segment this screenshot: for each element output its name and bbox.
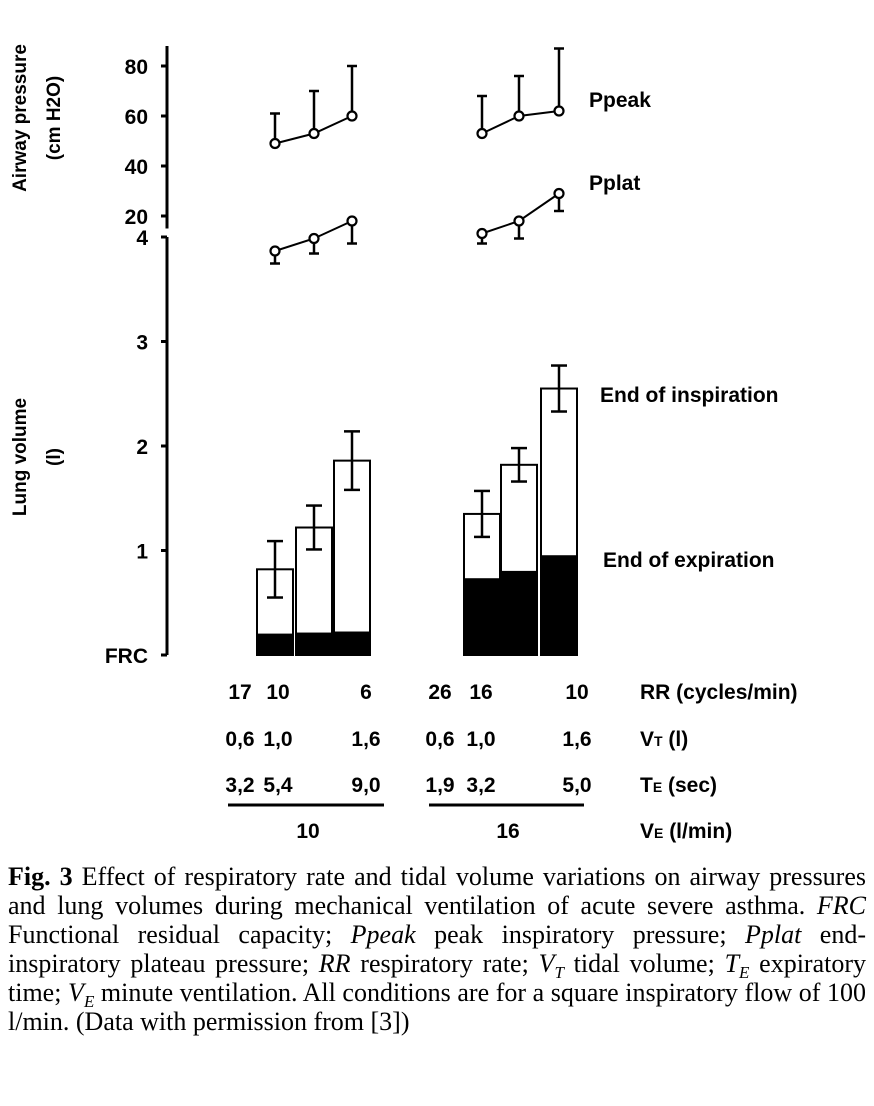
pplat-label: Pplat xyxy=(589,172,640,195)
te-value: 5,4 xyxy=(263,774,293,797)
volume-y-axis-label-line2: (l) xyxy=(44,448,65,466)
rr-value: 17 xyxy=(228,681,251,704)
volume-y-tick-label: FRC xyxy=(105,645,148,668)
end-expiration-bar xyxy=(540,555,578,656)
pplat-point xyxy=(553,187,565,200)
caption-text-2: Functional residual capacity; xyxy=(8,920,351,949)
ve-row-label: VE (l/min) xyxy=(640,820,732,843)
caption-text-6: tidal volume; xyxy=(563,949,725,978)
end-inspiration-bar xyxy=(333,459,371,656)
pressure-y-tick-label: 60 xyxy=(125,106,148,129)
vt-value: 0,6 xyxy=(425,728,454,751)
te-row-label-unit: (sec) xyxy=(662,774,717,797)
rr-value: 10 xyxy=(565,681,588,704)
ppeak-point xyxy=(346,110,358,122)
pplat-line xyxy=(481,192,560,235)
rr-value: 16 xyxy=(469,681,492,704)
pplat-point xyxy=(308,232,320,245)
conditions-table: 17 10 6 0,6 1,0 1,6 3,2 5,4 9,0 10 26 16 10 0,6 1,0 1,6… xyxy=(225,681,797,843)
caption-text-3: peak inspiratory pressure; xyxy=(415,920,745,949)
vt-value: 1,6 xyxy=(562,728,591,751)
volume-y-tick-label: 4 xyxy=(136,227,148,250)
ve-value: 10 xyxy=(296,820,319,843)
lung-volume-panel: 4 3 2 1 FRC Lung volume (l) End of inspiration E… xyxy=(10,227,779,668)
end-expiration-bar xyxy=(256,633,294,656)
caption-vt-sub: T xyxy=(554,963,564,983)
vt-value: 0,6 xyxy=(225,728,254,751)
rr-value: 10 xyxy=(266,681,289,704)
pressure-y-tick-label: 80 xyxy=(125,56,148,79)
vt-row-label-main: V xyxy=(640,728,654,751)
volume-y-axis-label-line1: Lung volume xyxy=(10,398,31,516)
caption-vt-main: V xyxy=(538,949,555,978)
te-value: 5,0 xyxy=(562,774,591,797)
figure-caption: Fig. 3 Effect of respiratory rate and ti… xyxy=(8,862,866,1036)
caption-ppeak-abbr: Ppeak xyxy=(350,920,416,949)
ppeak-point xyxy=(553,105,565,117)
pplat-point xyxy=(513,215,525,227)
caption-te-sub: E xyxy=(739,963,750,983)
ppeak-label: Ppeak xyxy=(589,89,651,112)
end-of-expiration-label: End of expiration xyxy=(603,549,775,572)
ve-row-label-unit: (l/min) xyxy=(663,820,732,843)
volume-y-tick-label: 1 xyxy=(136,541,148,564)
end-expiration-bar xyxy=(500,570,538,656)
caption-text-4: end-inspiratory plateau pressure; xyxy=(8,920,866,978)
rr-value: 26 xyxy=(428,681,451,704)
end-expiration-bar xyxy=(463,578,501,656)
end-expiration-bar xyxy=(295,632,333,656)
ppeak-point xyxy=(513,110,525,122)
vt-row-label-unit: (l) xyxy=(663,728,689,751)
caption-text-8: minute ventilation. All conditions are f… xyxy=(8,978,866,1036)
caption-text-1: Effect of respiratory rate and tidal vol… xyxy=(8,862,866,920)
volume-y-tick-label: 2 xyxy=(136,436,148,459)
vt-value: 1,0 xyxy=(263,728,292,751)
end-of-inspiration-label: End of inspiration xyxy=(600,384,779,407)
caption-text-7: expiratory time; xyxy=(8,949,867,1007)
ppeak-point xyxy=(476,127,488,140)
pressure-y-tick-label: 40 xyxy=(125,156,148,179)
volume-y-tick-label: 3 xyxy=(136,332,148,355)
te-row-label-main: T xyxy=(640,774,653,797)
caption-te-main: T xyxy=(724,949,740,978)
caption-rr-abbr: RR xyxy=(318,949,351,978)
rr-value: 6 xyxy=(360,681,372,704)
ve-value: 16 xyxy=(496,820,519,843)
pressure-y-tick-label: 20 xyxy=(125,206,148,229)
te-value: 3,2 xyxy=(225,774,254,797)
pressure-y-axis-label-line2: (cm H2O) xyxy=(44,76,65,160)
te-row-label-sub: E xyxy=(653,779,662,795)
rr-row-label: RR (cycles/min) xyxy=(640,681,798,704)
pressure-panel: 80 60 40 20 Airway pressure (cm H2O) Ppeak Ppla… xyxy=(10,44,651,265)
caption-pplat-abbr: Pplat xyxy=(745,920,802,949)
ppeak-point xyxy=(308,127,320,140)
te-row-label: TE (sec) xyxy=(640,774,717,797)
figure: 80 60 40 20 Airway pressure (cm H2O) Ppeak Ppla… xyxy=(10,44,798,843)
te-value: 9,0 xyxy=(351,774,380,797)
ve-row-label-main: V xyxy=(640,820,654,843)
caption-text-5: respiratory rate; xyxy=(350,949,539,978)
end-expiration-bar xyxy=(333,631,371,656)
pressure-y-axis-label-line1: Airway pressure xyxy=(10,44,31,192)
caption-fig-label: Fig. 3 xyxy=(8,862,73,891)
caption-ve-sub: E xyxy=(83,992,95,1012)
ppeak-point xyxy=(269,137,281,150)
caption-frc-abbr: FRC xyxy=(816,891,866,920)
vt-value: 1,6 xyxy=(351,728,380,751)
vt-row-label: VT (l) xyxy=(640,728,688,751)
pplat-point xyxy=(476,227,488,240)
vt-row-label-sub: T xyxy=(654,733,663,749)
te-value: 1,9 xyxy=(425,774,454,797)
ve-row-label-sub: E xyxy=(654,825,663,841)
caption-ve-main: V xyxy=(68,978,84,1007)
vt-value: 1,0 xyxy=(466,728,495,751)
te-value: 3,2 xyxy=(466,774,495,797)
pplat-point xyxy=(269,245,281,257)
pplat-point xyxy=(346,215,358,227)
